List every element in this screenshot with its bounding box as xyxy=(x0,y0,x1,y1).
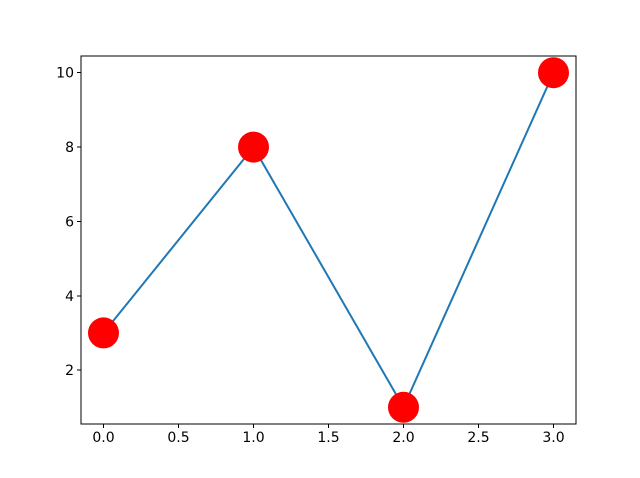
data-point-marker xyxy=(388,391,419,423)
x-tick-label: 0.5 xyxy=(167,430,189,446)
x-tick-label: 2.0 xyxy=(392,430,414,446)
x-tick-label: 1.0 xyxy=(242,430,264,446)
y-tick-label: 8 xyxy=(65,140,74,156)
data-line xyxy=(102,71,555,409)
y-tick-label: 2 xyxy=(65,363,74,379)
data-point-marker xyxy=(538,57,569,89)
y-tick-label: 10 xyxy=(56,66,74,82)
plot-frame xyxy=(80,55,577,425)
x-tick-label: 1.5 xyxy=(317,430,339,446)
data-point-marker xyxy=(88,317,119,349)
x-tick-label: 3.0 xyxy=(542,430,564,446)
data-point-marker xyxy=(238,131,269,163)
y-tick-label: 6 xyxy=(65,214,74,230)
x-tick-label: 2.5 xyxy=(467,430,489,446)
y-tick-label: 4 xyxy=(65,289,74,305)
x-tick-label: 0.0 xyxy=(92,430,114,446)
